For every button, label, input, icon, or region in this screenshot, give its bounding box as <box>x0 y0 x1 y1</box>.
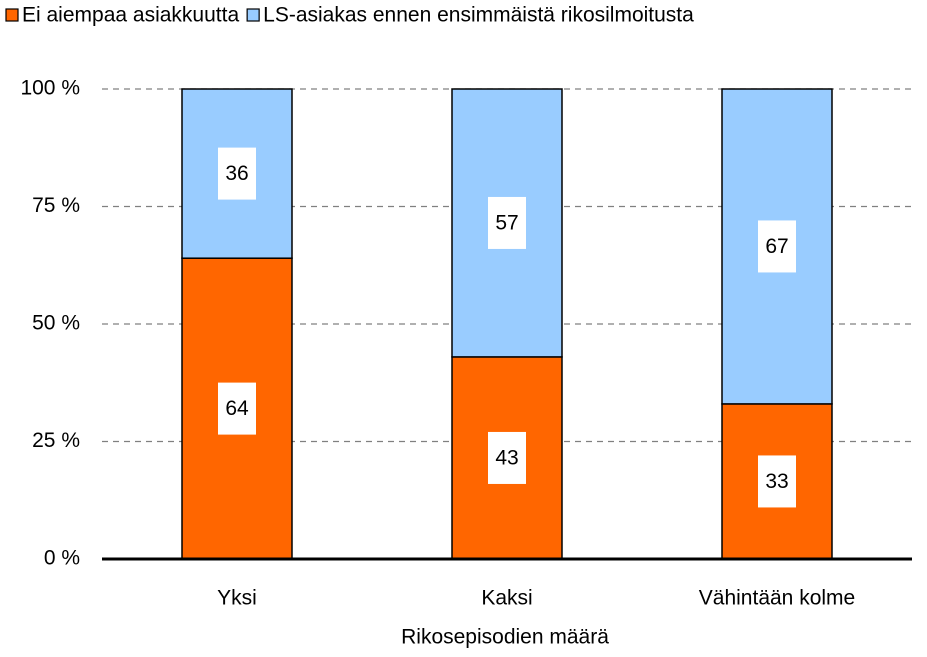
y-tick-label: 50 % <box>32 312 80 335</box>
data-label: 33 <box>765 470 788 493</box>
data-label-box <box>218 382 256 435</box>
data-label-box <box>218 147 256 200</box>
data-label: 36 <box>225 162 248 185</box>
data-label-box <box>488 196 526 249</box>
data-label: 64 <box>225 397 249 420</box>
x-axis-label: Rikosepisodien määrä <box>401 626 609 649</box>
legend-swatch <box>5 8 19 22</box>
data-label: 67 <box>765 235 788 258</box>
y-tick-label: 100 % <box>20 77 80 100</box>
legend-swatch <box>246 8 260 22</box>
data-label-box <box>758 220 796 273</box>
x-tick-label: Yksi <box>217 587 257 610</box>
data-label: 57 <box>495 211 518 234</box>
y-tick-label: 0 % <box>44 547 80 570</box>
y-tick-label: 75 % <box>32 194 80 217</box>
legend-label: LS-asiakas ennen ensimmäistä rikosilmoit… <box>263 4 694 27</box>
y-tick-label: 25 % <box>32 429 80 452</box>
x-tick-label: Vähintään kolme <box>699 587 855 610</box>
legend-label: Ei aiempaa asiakkuutta <box>22 4 239 27</box>
data-label-box <box>488 431 526 484</box>
x-tick-label: Kaksi <box>481 587 532 610</box>
data-label-box <box>758 455 796 508</box>
data-label: 43 <box>495 446 518 469</box>
